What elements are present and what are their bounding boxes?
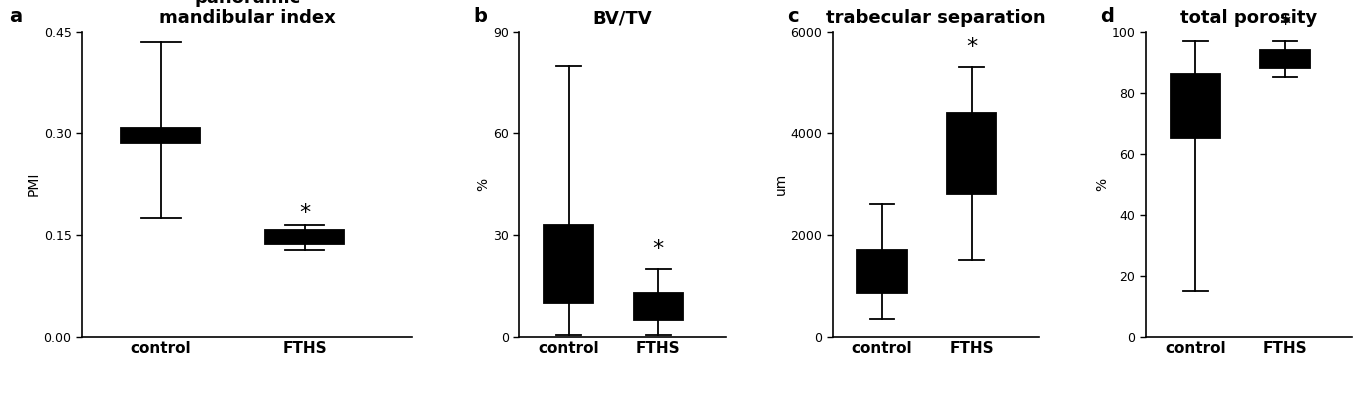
Text: a: a xyxy=(10,7,22,26)
Title: panoramic
mandibular index: panoramic mandibular index xyxy=(158,0,336,27)
Text: *: * xyxy=(653,239,664,259)
PathPatch shape xyxy=(1171,74,1220,139)
PathPatch shape xyxy=(544,225,593,303)
Title: total porosity: total porosity xyxy=(1180,10,1318,27)
Y-axis label: PMI: PMI xyxy=(27,172,41,196)
PathPatch shape xyxy=(858,250,907,293)
Text: *: * xyxy=(299,203,310,223)
Text: b: b xyxy=(474,7,488,26)
Text: c: c xyxy=(787,7,799,26)
Title: BV/TV: BV/TV xyxy=(593,10,652,27)
Text: *: * xyxy=(966,37,977,57)
PathPatch shape xyxy=(122,128,201,143)
PathPatch shape xyxy=(947,113,996,194)
PathPatch shape xyxy=(1261,50,1310,68)
Text: *: * xyxy=(1280,15,1291,35)
PathPatch shape xyxy=(265,230,344,244)
Title: trabecular separation: trabecular separation xyxy=(826,10,1045,27)
Y-axis label: %: % xyxy=(1094,177,1109,191)
Text: d: d xyxy=(1101,7,1115,26)
Y-axis label: um: um xyxy=(773,173,787,195)
PathPatch shape xyxy=(634,293,683,320)
Y-axis label: %: % xyxy=(477,177,490,191)
